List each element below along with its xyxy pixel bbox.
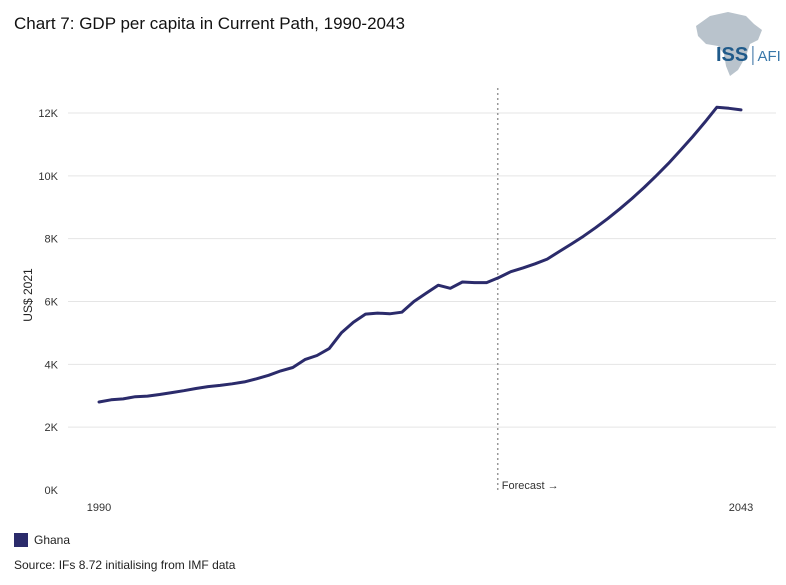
iss-afi-logo: ISS | AFI [716, 44, 781, 66]
y-tick-label-0: 0K [45, 485, 59, 497]
source-note: Source: IFs 8.72 initialising from IMF d… [14, 558, 236, 572]
africa-map-icon [696, 12, 762, 76]
y-tick-label-3: 6K [45, 297, 59, 309]
y-tick-label-5: 10K [38, 171, 58, 183]
chart-title: Chart 7: GDP per capita in Current Path,… [14, 14, 405, 33]
forecast-label: Forecast → [502, 480, 559, 492]
legend: Ghana [14, 533, 70, 547]
x-tick-label-1: 2043 [729, 502, 753, 514]
axes: 0K 2K 4K 6K 8K 10K 12K 1990 2043 US$ 2021 [21, 108, 753, 514]
y-tick-label-1: 2K [45, 422, 59, 434]
series-layer [97, 105, 743, 404]
x-tick-label-0: 1990 [87, 502, 111, 514]
y-tick-label-2: 4K [45, 359, 59, 371]
y-axis-label: US$ 2021 [21, 268, 35, 322]
legend-label-ghana: Ghana [34, 533, 71, 547]
gdp-line-chart: Forecast → 0K 2K 4K 6K 8K 10K 12K 1990 2043 US$ 2… [21, 88, 776, 514]
y-tick-label-4: 8K [45, 234, 59, 246]
legend-swatch-ghana [14, 533, 28, 547]
forecast-marker: Forecast → [496, 88, 559, 492]
y-tick-label-6: 12K [38, 108, 58, 120]
series-line-ghana [97, 105, 743, 404]
